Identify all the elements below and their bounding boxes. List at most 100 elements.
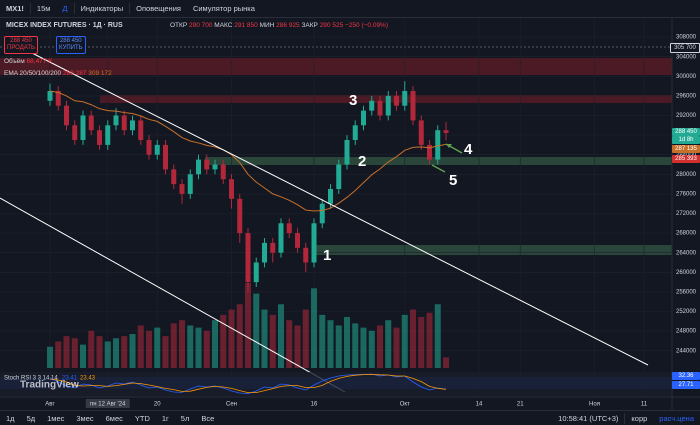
range-button[interactable]: YTD	[134, 414, 150, 423]
range-button[interactable]: 1д	[6, 414, 15, 423]
candle-body	[344, 140, 350, 165]
candle-body	[80, 115, 86, 141]
candle-body	[311, 223, 317, 263]
volume-bar	[236, 304, 243, 368]
stoch-layer	[49, 373, 447, 395]
candle-body	[410, 91, 416, 121]
label: Объём	[4, 58, 25, 65]
candle-body	[72, 125, 78, 141]
range-button[interactable]: 5д	[26, 414, 36, 423]
volume-bar	[55, 341, 62, 368]
label: КУПИТЬ	[59, 45, 83, 51]
candle-body	[394, 95, 399, 106]
indicators-button[interactable]: Индикаторы	[80, 4, 124, 13]
volume-bar	[121, 336, 128, 368]
price: 288 450	[59, 38, 82, 44]
y-tick-label: 304000	[676, 54, 697, 60]
clock: 10:58:41 (UTC+3)	[558, 414, 619, 423]
settle-toggle[interactable]: расч.цена	[659, 414, 694, 423]
annotation: 5	[449, 172, 457, 189]
label: ЗАКР	[301, 22, 318, 29]
annotation: 4	[464, 141, 473, 158]
volume-bar	[269, 314, 276, 368]
volume-bar	[228, 309, 235, 368]
x-tick-label: 14	[476, 402, 483, 408]
value: 309 172	[88, 70, 112, 77]
x-tick-label: 20	[154, 402, 161, 408]
ohlc-legend: ОТКР 290 700 МАКС 291 850 МИН 286 925 ЗА…	[170, 22, 388, 29]
simulator-button[interactable]: Симулятор рынка	[192, 4, 255, 13]
candle-body	[212, 164, 218, 170]
arrow-head	[446, 144, 452, 148]
layout-shapes	[0, 46, 672, 255]
candle-body	[352, 125, 358, 141]
candle-body	[88, 115, 94, 131]
label: ПРОДАТЬ	[7, 45, 35, 51]
volume-bar	[302, 309, 309, 368]
candle-body	[187, 174, 193, 194]
y-tick-label: 256000	[676, 289, 697, 295]
candle-body	[121, 115, 127, 131]
symbol[interactable]: MX1!	[6, 4, 24, 13]
range-button[interactable]: 1мес	[47, 414, 65, 423]
trendline	[0, 197, 346, 393]
candle-body	[427, 144, 432, 160]
x-tick-label: Авг	[45, 402, 55, 408]
volume-bar	[96, 336, 103, 368]
volume-bar	[360, 327, 367, 368]
candle-body	[443, 130, 449, 133]
y-tick-label: 276000	[676, 191, 697, 197]
drawings: 1 2 3 4 5	[0, 51, 649, 393]
range-button[interactable]: 1г	[161, 414, 169, 423]
stoch-band	[0, 377, 672, 389]
y-tick-label: 260000	[676, 270, 697, 276]
volume-bar	[319, 314, 326, 368]
candle-body	[295, 233, 300, 248]
arrow	[431, 164, 446, 173]
candle-body	[319, 203, 325, 224]
annotation: 2	[358, 153, 366, 170]
volume-bar	[203, 330, 210, 368]
volume-bar	[154, 327, 161, 368]
volume-bar	[113, 338, 119, 368]
volume-bar	[195, 327, 202, 368]
y-tick-label: 264000	[676, 250, 697, 256]
y-tick-label: 280000	[676, 172, 697, 178]
x-tick-label: 16	[311, 402, 318, 408]
candle-body	[55, 91, 61, 106]
volume-bar	[47, 346, 53, 368]
alerts-button[interactable]: Оповещения	[136, 4, 181, 13]
x-tick-label: 11	[641, 402, 648, 408]
candle-body	[377, 100, 383, 116]
label: EMA 20/50/100/200	[4, 70, 62, 77]
sell-button[interactable]: 288 450 ПРОДАТЬ	[4, 36, 38, 54]
adjust-toggle[interactable]: корр	[631, 414, 648, 423]
ema-legend: EMA 20/50/100/200 289 287 309 172	[4, 70, 112, 77]
candle-body	[130, 120, 135, 131]
y-tick-label: 268000	[676, 231, 697, 237]
interval[interactable]: 15м	[36, 4, 51, 13]
value: 290 700	[188, 22, 213, 29]
crosshair-price: 305 700	[670, 43, 700, 53]
candle-body	[204, 159, 210, 170]
candle-body	[179, 184, 185, 194]
stoch-price: 32.36	[672, 372, 700, 380]
day-interval[interactable]: Д	[62, 4, 68, 13]
volume-bar	[129, 334, 136, 368]
range-button[interactable]: 5л	[180, 414, 190, 423]
candle-body	[237, 198, 243, 234]
range-button[interactable]: 3мес	[76, 414, 94, 423]
candle-body	[270, 242, 276, 253]
x-tick-label: Ноя	[589, 402, 600, 408]
volume-bar	[426, 312, 433, 368]
volume-bar	[80, 344, 86, 368]
volume-bar	[311, 288, 317, 368]
range-button[interactable]: 6мес	[105, 414, 123, 423]
buy-button[interactable]: 288 450 КУПИТЬ	[56, 36, 86, 54]
grid	[0, 18, 672, 397]
candle-body	[47, 91, 53, 101]
trendline	[29, 51, 649, 366]
range-button[interactable]: Все	[201, 414, 215, 423]
